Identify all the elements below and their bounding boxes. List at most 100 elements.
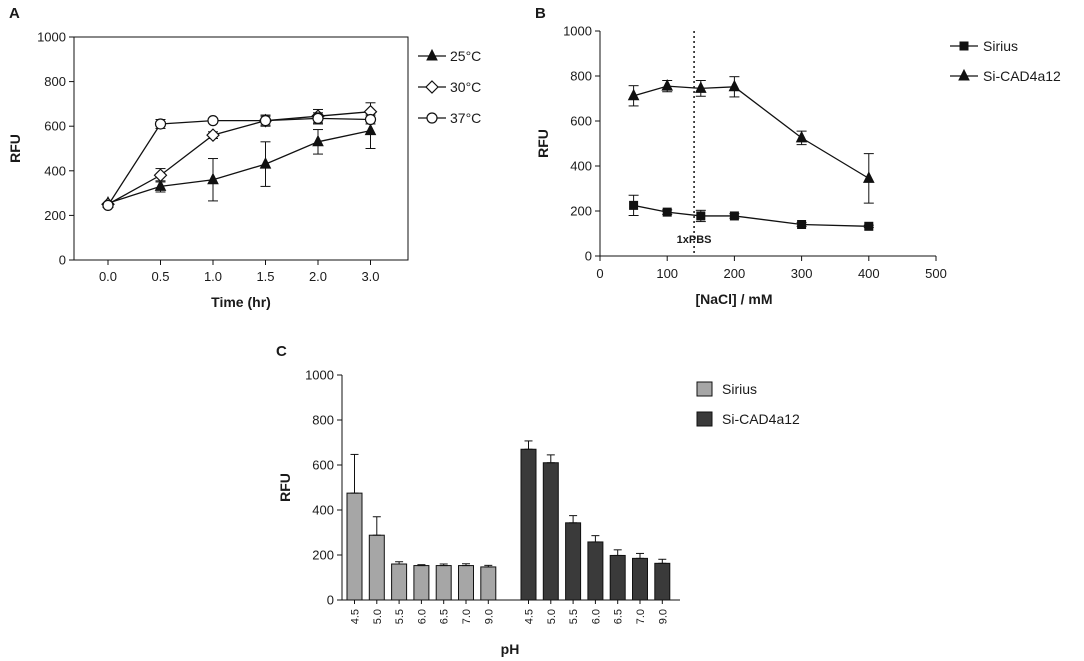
panel-b-data-point bbox=[864, 221, 874, 231]
panel-b-chart: 0 200 400 600 800 1000 0 100 200 300 400 500 [NaCl] … bbox=[535, 24, 1061, 308]
panel-c-y-tick-label: 400 bbox=[312, 503, 334, 518]
panel-c-series-0: 4.5 5.0 5.5 6.0 6.5 7.0 9.0 bbox=[346, 453, 497, 624]
panel-a-data-point bbox=[259, 156, 272, 169]
panel-a-y-tick-label: 400 bbox=[44, 163, 66, 178]
panel-b-y-tick-label: 600 bbox=[570, 114, 592, 129]
panel-b-legend-marker bbox=[959, 41, 969, 51]
panel-b-x-tick-label: 0 bbox=[596, 266, 603, 281]
panel-b-series-line bbox=[633, 85, 870, 179]
panel-a-series-2 bbox=[102, 112, 377, 211]
panel-a-x-tick-label: 0.5 bbox=[151, 269, 169, 284]
panel-c-bar bbox=[435, 565, 452, 601]
panel-a-chart: 0 200 400 600 800 1000 0.0 0.5 1.0 1.5 2.0 3.0 Time … bbox=[7, 30, 481, 311]
panel-a-data-point bbox=[207, 115, 219, 127]
panel-a-plot-frame bbox=[73, 36, 409, 261]
panel-c-x-tick-label: 5.0 bbox=[546, 609, 558, 624]
panel-b-legend-marker bbox=[958, 68, 970, 81]
panel-c-x-tick-label: 5.5 bbox=[568, 609, 580, 624]
panel-b-legend-label: Si-CAD4a12 bbox=[983, 68, 1061, 84]
panel-c-bar bbox=[520, 448, 537, 601]
panel-b-data-point bbox=[696, 211, 706, 221]
panel-a-series-0 bbox=[102, 112, 377, 208]
panel-c-bar bbox=[480, 566, 497, 601]
panel-a-data-point bbox=[312, 112, 324, 124]
panel-b-y-tick-label: 200 bbox=[570, 204, 592, 219]
panel-c-x-tick-label: 5.5 bbox=[394, 609, 406, 624]
panel-c-bar bbox=[368, 534, 385, 601]
panel-c-series-1: 4.5 5.0 5.5 6.0 6.5 7.0 9.0 bbox=[520, 440, 671, 624]
panel-c-legend-swatch bbox=[696, 381, 713, 397]
panel-a-legend-marker bbox=[426, 112, 438, 124]
panel-label-c: C bbox=[276, 343, 287, 360]
panel-b-data-point bbox=[694, 81, 707, 93]
panel-label-b: B bbox=[535, 5, 546, 22]
panel-a-x-tick-label: 1.0 bbox=[204, 269, 222, 284]
panel-c-x-tick-label: 4.5 bbox=[350, 609, 362, 624]
panel-a-series-line bbox=[107, 111, 371, 205]
panel-a-x-tick-label: 0.0 bbox=[99, 269, 117, 284]
panel-c-y-tick-label: 200 bbox=[312, 548, 334, 563]
panel-c-x-tick-label: 6.0 bbox=[590, 609, 602, 624]
panel-b-data-point bbox=[629, 200, 639, 210]
panel-c-x-tick-label: 7.0 bbox=[635, 609, 647, 624]
panel-a-data-point bbox=[153, 168, 168, 183]
panel-b-y-tick-label: 800 bbox=[570, 69, 592, 84]
panel-c-x-axis-title: pH bbox=[501, 641, 520, 657]
panel-a-data-point bbox=[207, 172, 219, 185]
panel-c-bar bbox=[413, 565, 430, 601]
panel-c-x-tick-label: 9.0 bbox=[657, 609, 669, 624]
panel-a-y-tick-label: 0 bbox=[59, 253, 66, 268]
panel-c-x-tick-label: 5.0 bbox=[372, 609, 384, 624]
panel-c-bar bbox=[654, 562, 671, 601]
panel-b-x-tick-label: 200 bbox=[724, 266, 746, 281]
panel-b-x-tick-label: 400 bbox=[858, 266, 880, 281]
panel-c-y-tick-label: 1000 bbox=[305, 368, 334, 383]
panel-b-x-tick-label: 500 bbox=[925, 266, 947, 281]
panel-a-data-point bbox=[102, 199, 114, 211]
panel-b-x-tick-label: 300 bbox=[791, 266, 813, 281]
panel-a-x-tick-label: 3.0 bbox=[361, 269, 379, 284]
panel-c-y-axis-title: RFU bbox=[277, 473, 293, 502]
panel-a-legend-marker bbox=[426, 48, 438, 61]
panel-c-bar bbox=[609, 554, 626, 601]
panel-a-series-line bbox=[107, 130, 371, 204]
panel-c-bar bbox=[542, 462, 559, 601]
panel-b-pbs-annotation: 1xPBS bbox=[677, 234, 712, 246]
panel-a-y-tick-label: 1000 bbox=[37, 30, 66, 45]
panel-b-data-point bbox=[627, 88, 640, 101]
panel-a-legend-label: 30°C bbox=[450, 79, 481, 95]
panel-a-y-axis-title: RFU bbox=[7, 134, 23, 163]
panel-c-x-tick-label: 7.0 bbox=[461, 609, 473, 624]
panel-c-y-tick-label: 600 bbox=[312, 458, 334, 473]
panel-a-data-point bbox=[206, 128, 220, 142]
panel-b-data-point bbox=[662, 207, 672, 217]
panel-b-y-tick-label: 400 bbox=[570, 159, 592, 174]
panel-b-data-point bbox=[729, 211, 739, 221]
panel-a-y-tick-label: 600 bbox=[44, 119, 66, 134]
panel-a-data-point bbox=[259, 115, 272, 127]
panel-b-y-tick-label: 1000 bbox=[563, 24, 592, 39]
panel-label-a: A bbox=[9, 5, 20, 22]
panel-b-data-point bbox=[661, 79, 674, 91]
panel-b-y-tick-label: 0 bbox=[585, 249, 592, 264]
panel-a-series-line bbox=[107, 117, 371, 206]
panel-a-data-point bbox=[364, 123, 377, 136]
panel-c-legend-swatch bbox=[696, 411, 713, 427]
panel-c-legend-label: Sirius bbox=[722, 381, 757, 397]
panel-b-data-point bbox=[862, 171, 875, 183]
panel-c-x-tick-label: 6.0 bbox=[416, 609, 428, 624]
panel-a-data-point bbox=[154, 118, 167, 130]
panel-c-x-tick-label: 6.5 bbox=[613, 609, 625, 624]
panel-a-x-tick-label: 2.0 bbox=[309, 269, 327, 284]
panel-a-y-tick-label: 800 bbox=[44, 74, 66, 89]
panel-a-legend-label: 37°C bbox=[450, 110, 481, 126]
panel-b-series-0 bbox=[628, 194, 874, 231]
panel-c-y-tick-label: 800 bbox=[312, 413, 334, 428]
panel-c-bar bbox=[458, 565, 474, 601]
panel-a-x-axis-title: Time (hr) bbox=[211, 294, 271, 310]
panel-c-x-tick-label: 6.5 bbox=[439, 609, 451, 624]
panel-b-data-point bbox=[795, 130, 808, 143]
panel-c-bar bbox=[565, 522, 582, 601]
panel-b-series-1 bbox=[627, 76, 875, 204]
panel-b-x-tick-label: 100 bbox=[656, 266, 678, 281]
